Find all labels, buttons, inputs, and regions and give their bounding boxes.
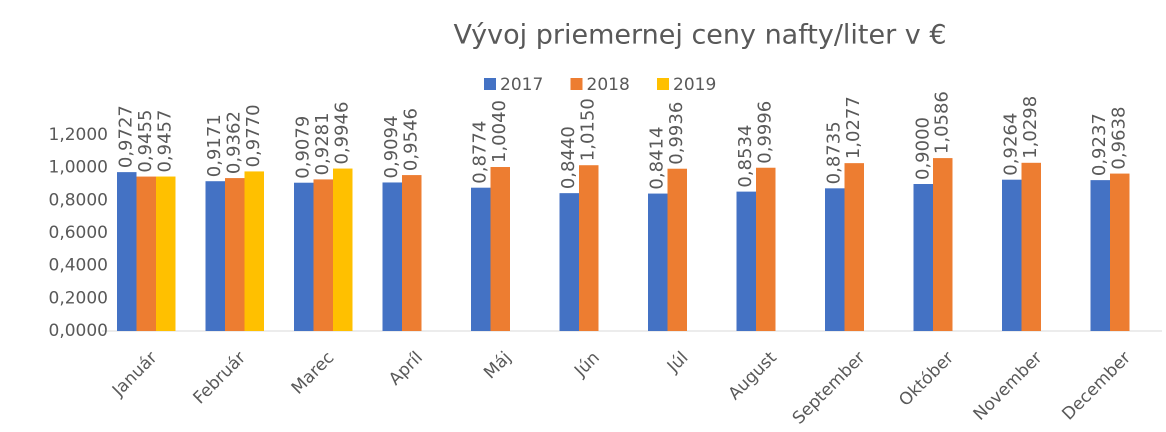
bar — [294, 182, 314, 331]
bar — [313, 179, 333, 331]
x-tick-label: August — [725, 348, 781, 404]
bar — [402, 175, 422, 331]
data-label: 0,9546 — [401, 108, 422, 171]
data-label: 0,9770 — [243, 104, 264, 167]
legend-swatch — [484, 78, 496, 90]
bar — [471, 187, 491, 331]
y-tick-label: 1,0000 — [49, 158, 108, 178]
legend-label: 2019 — [673, 75, 716, 95]
data-label: 0,9455 — [135, 110, 156, 173]
bar — [559, 193, 579, 331]
data-label: 0,8735 — [824, 121, 845, 184]
bar — [333, 168, 353, 331]
x-tick-label: Február — [190, 348, 250, 408]
data-label: 0,8774 — [470, 121, 491, 184]
data-label: 0,9457 — [155, 110, 176, 173]
bar — [648, 193, 668, 331]
bar — [667, 168, 687, 331]
legend-swatch — [657, 78, 669, 90]
x-tick-label: December — [1058, 348, 1134, 424]
bar — [913, 184, 933, 331]
y-tick-label: 0,8000 — [49, 190, 108, 210]
data-label: 0,9281 — [312, 112, 333, 175]
legend-label: 2018 — [587, 75, 630, 95]
data-label: 0,8440 — [558, 126, 579, 189]
bar — [244, 171, 264, 331]
x-tick-label: Jún — [570, 348, 604, 382]
bar — [382, 182, 402, 331]
data-label: 1,0150 — [578, 98, 599, 161]
data-label: 1,0298 — [1020, 96, 1041, 159]
data-label: 0,9094 — [381, 115, 402, 178]
data-label: 0,9171 — [204, 114, 225, 177]
bar — [844, 163, 864, 331]
data-label: 1,0040 — [489, 100, 510, 163]
data-label: 0,9727 — [116, 105, 137, 168]
bar — [490, 167, 510, 331]
data-label: 0,9237 — [1089, 113, 1110, 176]
bar — [225, 178, 245, 331]
data-label: 1,0586 — [932, 91, 953, 154]
bar — [1002, 179, 1022, 331]
data-label: 0,9946 — [332, 102, 353, 165]
y-tick-label: 0,0000 — [49, 321, 108, 341]
bar — [825, 188, 845, 331]
y-tick-label: 0,2000 — [49, 288, 108, 308]
chart-title: Vývoj priemernej ceny nafty/liter v € — [453, 20, 946, 51]
x-tick-label: Júl — [663, 348, 692, 377]
data-label: 0,9936 — [666, 102, 687, 165]
y-tick-label: 0,4000 — [49, 256, 108, 276]
data-label: 0,8414 — [647, 127, 668, 190]
data-label: 0,9264 — [1001, 113, 1022, 176]
bar — [136, 176, 156, 331]
bar — [756, 167, 776, 331]
x-tick-label: Apríl — [385, 348, 427, 390]
x-tick-label: Marec — [288, 348, 339, 399]
bar — [1110, 173, 1130, 331]
data-label: 0,9079 — [293, 116, 314, 179]
y-tick-label: 0,6000 — [49, 223, 108, 243]
x-tick-label: Január — [108, 348, 161, 401]
data-label: 0,9362 — [224, 111, 245, 174]
data-label: 0,9996 — [755, 101, 776, 164]
bar — [736, 191, 756, 331]
x-tick-label: Október — [895, 348, 958, 411]
x-tick-label: September — [789, 348, 870, 429]
legend-label: 2017 — [500, 75, 543, 95]
x-tick-label: November — [970, 348, 1047, 425]
data-label: 0,8534 — [735, 125, 756, 188]
bar — [117, 172, 137, 331]
bar — [933, 158, 953, 331]
bar — [1090, 180, 1110, 331]
legend-swatch — [570, 78, 583, 90]
bar — [156, 176, 176, 331]
bar — [205, 181, 225, 331]
bar — [1021, 162, 1041, 331]
x-tick-label: Máj — [480, 348, 515, 383]
data-label: 0,9000 — [912, 117, 933, 180]
data-label: 0,9638 — [1109, 107, 1130, 170]
y-tick-label: 1,2000 — [49, 125, 108, 145]
data-label: 1,0277 — [843, 96, 864, 159]
bar — [579, 165, 599, 331]
